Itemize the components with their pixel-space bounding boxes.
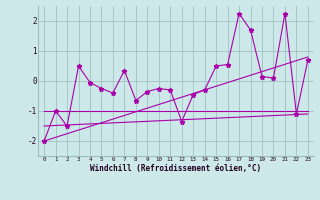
- X-axis label: Windchill (Refroidissement éolien,°C): Windchill (Refroidissement éolien,°C): [91, 164, 261, 173]
